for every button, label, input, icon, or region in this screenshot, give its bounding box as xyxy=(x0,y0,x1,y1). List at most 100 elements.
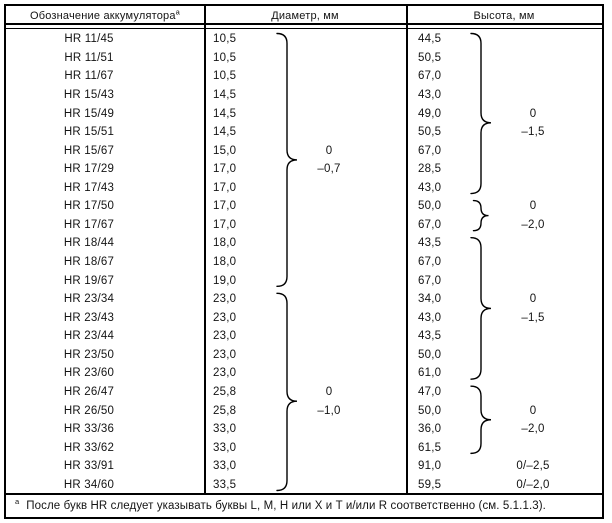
height-value-cell: 50,0 xyxy=(418,404,442,417)
height-value-cell: 28,5 xyxy=(418,163,442,176)
diameter-value-cell: 14,5 xyxy=(213,107,237,120)
table-row: HR 11/45 10,5 44,5 xyxy=(6,30,602,49)
header-separator-line-bottom xyxy=(6,28,602,29)
designation-cell: HR 11/51 xyxy=(64,51,114,64)
diameter-value-cell: 14,5 xyxy=(213,126,237,139)
height-value-cell: 43,5 xyxy=(418,330,442,343)
height-value-cell: 50,0 xyxy=(418,200,442,213)
header-designation-label: Обозначение аккумулятора xyxy=(29,10,176,22)
diameter-value-cell: 23,0 xyxy=(213,293,237,306)
table-row: HR 33/62 33,0 61,5 xyxy=(6,438,602,457)
designation-cell: HR 17/67 xyxy=(63,218,115,231)
height-value-cell: 43,0 xyxy=(418,311,442,324)
height-value-cell: 47,0 xyxy=(418,385,442,398)
table-row: HR 17/67 17,0 67,0 –2,0 xyxy=(6,216,602,235)
designation-cell: HR 26/50 xyxy=(63,404,115,417)
height-value-cell: 61,0 xyxy=(418,367,442,380)
diameter-value-cell: 23,0 xyxy=(213,348,237,361)
table-row: HR 26/50 25,8 –1,0 50,0 0 xyxy=(6,401,602,420)
header-diameter-label: Диаметр, мм xyxy=(271,10,339,22)
diameter-value-cell: 10,5 xyxy=(213,33,237,46)
height-tolerance-cell: 0 xyxy=(529,107,537,120)
height-value-cell: 43,0 xyxy=(418,181,442,194)
table-row: HR 23/44 23,0 43,5 xyxy=(6,327,602,346)
height-value-cell: 67,0 xyxy=(418,70,442,83)
header-designation: Обозначение аккумулятораa xyxy=(6,6,204,26)
grouping-brace-height xyxy=(470,236,492,380)
footnote: a После букв HR следует указывать буквы L… xyxy=(6,495,602,517)
designation-cell: HR 23/44 xyxy=(63,330,115,343)
tolerance-grouping-braces xyxy=(276,32,492,492)
height-value-cell: 67,0 xyxy=(418,256,442,269)
designation-cell: HR 17/43 xyxy=(63,181,115,194)
designation-cell: HR 19/67 xyxy=(63,274,115,287)
height-value-cell: 43,5 xyxy=(418,237,442,250)
column-divider-diameter-height xyxy=(406,6,408,493)
table-row: HR 23/50 23,0 50,0 xyxy=(6,346,602,365)
table-row: HR 19/67 19,0 67,0 xyxy=(6,271,602,290)
table-row: HR 15/51 14,5 50,5 –1,5 xyxy=(6,123,602,142)
table-row: HR 15/43 14,5 43,0 xyxy=(6,86,602,105)
table-row: HR 18/44 18,0 43,5 xyxy=(6,234,602,253)
diameter-value-cell: 10,5 xyxy=(213,70,237,83)
height-value-cell: 50,5 xyxy=(418,51,442,64)
height-value-cell: 61,5 xyxy=(418,441,442,454)
diameter-value-cell: 19,0 xyxy=(213,274,237,287)
grouping-brace-height xyxy=(472,199,489,232)
height-tolerance-cell: –1,5 xyxy=(521,126,545,139)
designation-cell: HR 17/50 xyxy=(63,200,115,213)
table-row: HR 33/91 33,0 91,0 0/–2,5 xyxy=(6,457,602,476)
footnote-text: После букв HR следует указывать буквы L,… xyxy=(26,500,546,512)
diameter-tolerance-cell: –0,7 xyxy=(317,163,341,176)
height-value-cell: 43,0 xyxy=(418,88,442,101)
table-body: HR 11/45 10,5 44,5 HR 11/51 10,5 50,5 HR 11/67… xyxy=(6,30,602,494)
height-value-cell: 44,5 xyxy=(418,33,442,46)
diameter-tolerance-cell: 0 xyxy=(325,385,333,398)
header-height: Высота, мм xyxy=(406,6,602,26)
table-frame xyxy=(4,4,604,519)
diameter-tolerance-cell: –1,0 xyxy=(317,404,341,417)
diameter-value-cell: 18,0 xyxy=(213,256,237,269)
height-value-cell: 50,5 xyxy=(418,126,442,139)
table-row: HR 26/47 25,8 0 47,0 xyxy=(6,383,602,402)
height-value-cell: 49,0 xyxy=(418,107,442,120)
diameter-value-cell: 23,0 xyxy=(213,311,237,324)
table-row: HR 34/60 33,5 59,5 0/–2,0 xyxy=(6,476,602,495)
footnote-mark-superscript: a xyxy=(175,7,181,17)
designation-cell: HR 23/43 xyxy=(63,311,115,324)
height-tolerance-cell: 0/–2,0 xyxy=(516,478,550,491)
designation-cell: HR 23/50 xyxy=(63,348,115,361)
designation-cell: HR 18/67 xyxy=(63,256,115,269)
table-row: HR 11/67 10,5 67,0 xyxy=(6,67,602,86)
footnote-mark: a xyxy=(15,497,20,507)
diameter-value-cell: 23,0 xyxy=(213,330,237,343)
designation-cell: HR 15/43 xyxy=(63,88,115,101)
height-value-cell: 67,0 xyxy=(418,218,442,231)
grouping-brace-height xyxy=(470,385,492,455)
footnote-separator-line xyxy=(6,493,602,495)
diameter-value-cell: 33,0 xyxy=(213,460,237,473)
grouping-brace-diameter xyxy=(276,32,298,288)
designation-cell: HR 18/44 xyxy=(63,237,115,250)
diameter-value-cell: 17,0 xyxy=(213,163,237,176)
table-row: HR 15/67 15,0 0 67,0 xyxy=(6,141,602,160)
height-value-cell: 59,5 xyxy=(418,478,442,491)
designation-cell: HR 15/49 xyxy=(63,107,115,120)
designation-cell: HR 15/67 xyxy=(63,144,115,157)
height-value-cell: 67,0 xyxy=(418,144,442,157)
height-value-cell: 67,0 xyxy=(418,274,442,287)
column-divider-designation-diameter xyxy=(204,6,206,493)
designation-cell: HR 17/29 xyxy=(63,163,115,176)
designation-cell: HR 23/34 xyxy=(63,293,115,306)
table-header-row: Обозначение аккумулятораa Диаметр, мм Вы… xyxy=(6,6,602,26)
diameter-value-cell: 17,0 xyxy=(213,218,237,231)
table-row: HR 15/49 14,5 49,0 0 xyxy=(6,104,602,123)
diameter-value-cell: 23,0 xyxy=(213,367,237,380)
designation-cell: HR 33/36 xyxy=(63,423,115,436)
diameter-value-cell: 33,0 xyxy=(213,423,237,436)
table-row: HR 23/43 23,0 43,0 –1,5 xyxy=(6,308,602,327)
designation-cell: HR 11/67 xyxy=(64,70,114,83)
designation-cell: HR 23/60 xyxy=(63,367,115,380)
diameter-value-cell: 33,0 xyxy=(213,441,237,454)
height-value-cell: 34,0 xyxy=(418,293,442,306)
